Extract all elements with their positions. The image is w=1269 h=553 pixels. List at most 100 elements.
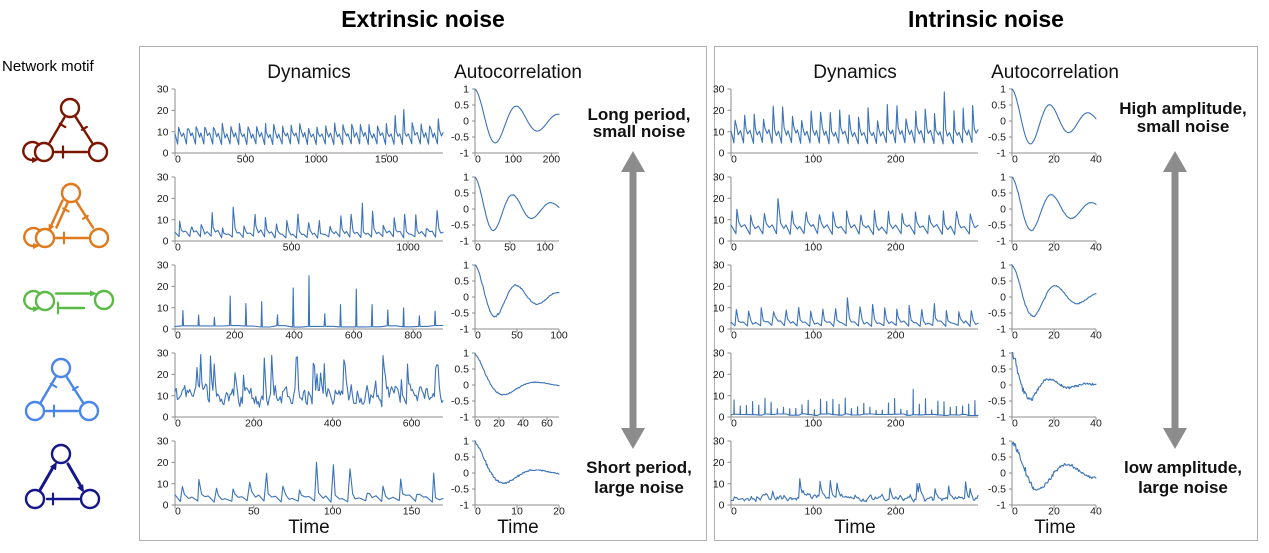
svg-text:0: 0 (463, 204, 469, 216)
svg-text:small noise: small noise (1137, 117, 1230, 136)
svg-text:0: 0 (163, 412, 169, 424)
svg-text:30: 30 (157, 172, 169, 184)
svg-text:100: 100 (805, 506, 823, 518)
svg-text:0: 0 (175, 506, 181, 518)
svg-text:Autocorrelation: Autocorrelation (454, 62, 582, 83)
svg-text:10: 10 (713, 390, 725, 402)
svg-text:600: 600 (345, 330, 363, 342)
svg-text:0: 0 (1000, 204, 1006, 216)
svg-text:20: 20 (1048, 242, 1060, 254)
svg-text:0: 0 (731, 330, 737, 342)
svg-text:Dynamics: Dynamics (267, 62, 350, 83)
svg-text:0.5: 0.5 (991, 364, 1006, 376)
svg-text:20: 20 (713, 281, 725, 293)
svg-text:-0.5: -0.5 (451, 132, 469, 144)
svg-text:1000: 1000 (396, 242, 420, 254)
svg-text:low amplitude,: low amplitude, (1124, 458, 1242, 477)
svg-text:0: 0 (463, 380, 469, 392)
svg-text:50: 50 (504, 242, 516, 254)
svg-text:1: 1 (463, 260, 469, 272)
svg-text:200: 200 (226, 330, 244, 342)
svg-text:400: 400 (285, 330, 303, 342)
svg-text:200: 200 (245, 418, 263, 430)
svg-text:0.5: 0.5 (454, 364, 469, 376)
svg-text:10: 10 (713, 478, 725, 490)
svg-text:0: 0 (719, 500, 725, 512)
svg-text:0: 0 (475, 506, 481, 518)
svg-text:200: 200 (887, 418, 905, 430)
svg-text:0.5: 0.5 (454, 188, 469, 200)
svg-text:1: 1 (1000, 348, 1006, 360)
svg-text:100: 100 (324, 506, 342, 518)
svg-text:-0.5: -0.5 (451, 220, 469, 232)
svg-text:0: 0 (163, 500, 169, 512)
svg-text:20: 20 (1048, 330, 1060, 342)
svg-text:0: 0 (1000, 380, 1006, 392)
svg-text:-0.5: -0.5 (451, 484, 469, 496)
svg-text:0: 0 (1012, 418, 1018, 430)
svg-text:40: 40 (1090, 154, 1102, 166)
svg-text:0: 0 (463, 116, 469, 128)
svg-text:100: 100 (550, 330, 568, 342)
svg-text:10: 10 (713, 302, 725, 314)
svg-text:200: 200 (887, 154, 905, 166)
svg-text:100: 100 (536, 242, 554, 254)
svg-text:Time: Time (497, 517, 539, 538)
svg-text:0: 0 (475, 330, 481, 342)
svg-text:High amplitude,: High amplitude, (1119, 99, 1247, 118)
svg-text:40: 40 (1090, 330, 1102, 342)
svg-text:20: 20 (493, 418, 505, 430)
svg-text:100: 100 (504, 154, 522, 166)
svg-text:-0.5: -0.5 (988, 132, 1006, 144)
svg-text:-0.5: -0.5 (988, 396, 1006, 408)
svg-text:Time: Time (834, 517, 876, 538)
svg-text:0: 0 (175, 154, 181, 166)
svg-text:0.5: 0.5 (991, 452, 1006, 464)
svg-text:1: 1 (463, 172, 469, 184)
svg-text:-1: -1 (997, 236, 1006, 248)
svg-text:400: 400 (324, 418, 342, 430)
svg-text:200: 200 (887, 330, 905, 342)
svg-text:100: 100 (805, 418, 823, 430)
svg-text:0: 0 (1000, 116, 1006, 128)
svg-text:1: 1 (463, 436, 469, 448)
svg-text:20: 20 (713, 457, 725, 469)
svg-text:0: 0 (475, 418, 481, 430)
svg-text:20: 20 (1048, 506, 1060, 518)
svg-text:1: 1 (1000, 172, 1006, 184)
svg-text:-1: -1 (460, 500, 469, 512)
svg-text:-1: -1 (997, 324, 1006, 336)
svg-text:1500: 1500 (375, 154, 399, 166)
svg-text:Short period,: Short period, (586, 458, 692, 477)
svg-text:small noise: small noise (593, 122, 686, 141)
svg-text:10: 10 (713, 126, 725, 138)
svg-text:0: 0 (731, 418, 737, 430)
svg-text:Dynamics: Dynamics (813, 62, 896, 83)
svg-text:10: 10 (157, 390, 169, 402)
svg-text:0: 0 (731, 506, 737, 518)
svg-text:-1: -1 (460, 324, 469, 336)
svg-text:0: 0 (175, 330, 181, 342)
svg-text:30: 30 (713, 84, 725, 96)
svg-text:40: 40 (1090, 242, 1102, 254)
svg-text:1: 1 (463, 84, 469, 96)
svg-text:1: 1 (1000, 436, 1006, 448)
svg-text:Time: Time (288, 517, 330, 538)
svg-text:-1: -1 (460, 412, 469, 424)
svg-text:20: 20 (157, 369, 169, 381)
svg-text:0: 0 (731, 154, 737, 166)
svg-text:10: 10 (511, 506, 523, 518)
svg-text:60: 60 (541, 418, 553, 430)
svg-text:Autocorrelation: Autocorrelation (991, 62, 1119, 83)
svg-text:large noise: large noise (594, 478, 684, 497)
svg-text:40: 40 (1090, 418, 1102, 430)
svg-text:0: 0 (163, 324, 169, 336)
svg-text:10: 10 (157, 302, 169, 314)
svg-text:30: 30 (157, 260, 169, 272)
svg-text:100: 100 (805, 154, 823, 166)
svg-text:40: 40 (517, 418, 529, 430)
svg-text:20: 20 (553, 506, 565, 518)
svg-text:0.5: 0.5 (991, 276, 1006, 288)
svg-text:50: 50 (511, 330, 523, 342)
svg-text:20: 20 (713, 193, 725, 205)
